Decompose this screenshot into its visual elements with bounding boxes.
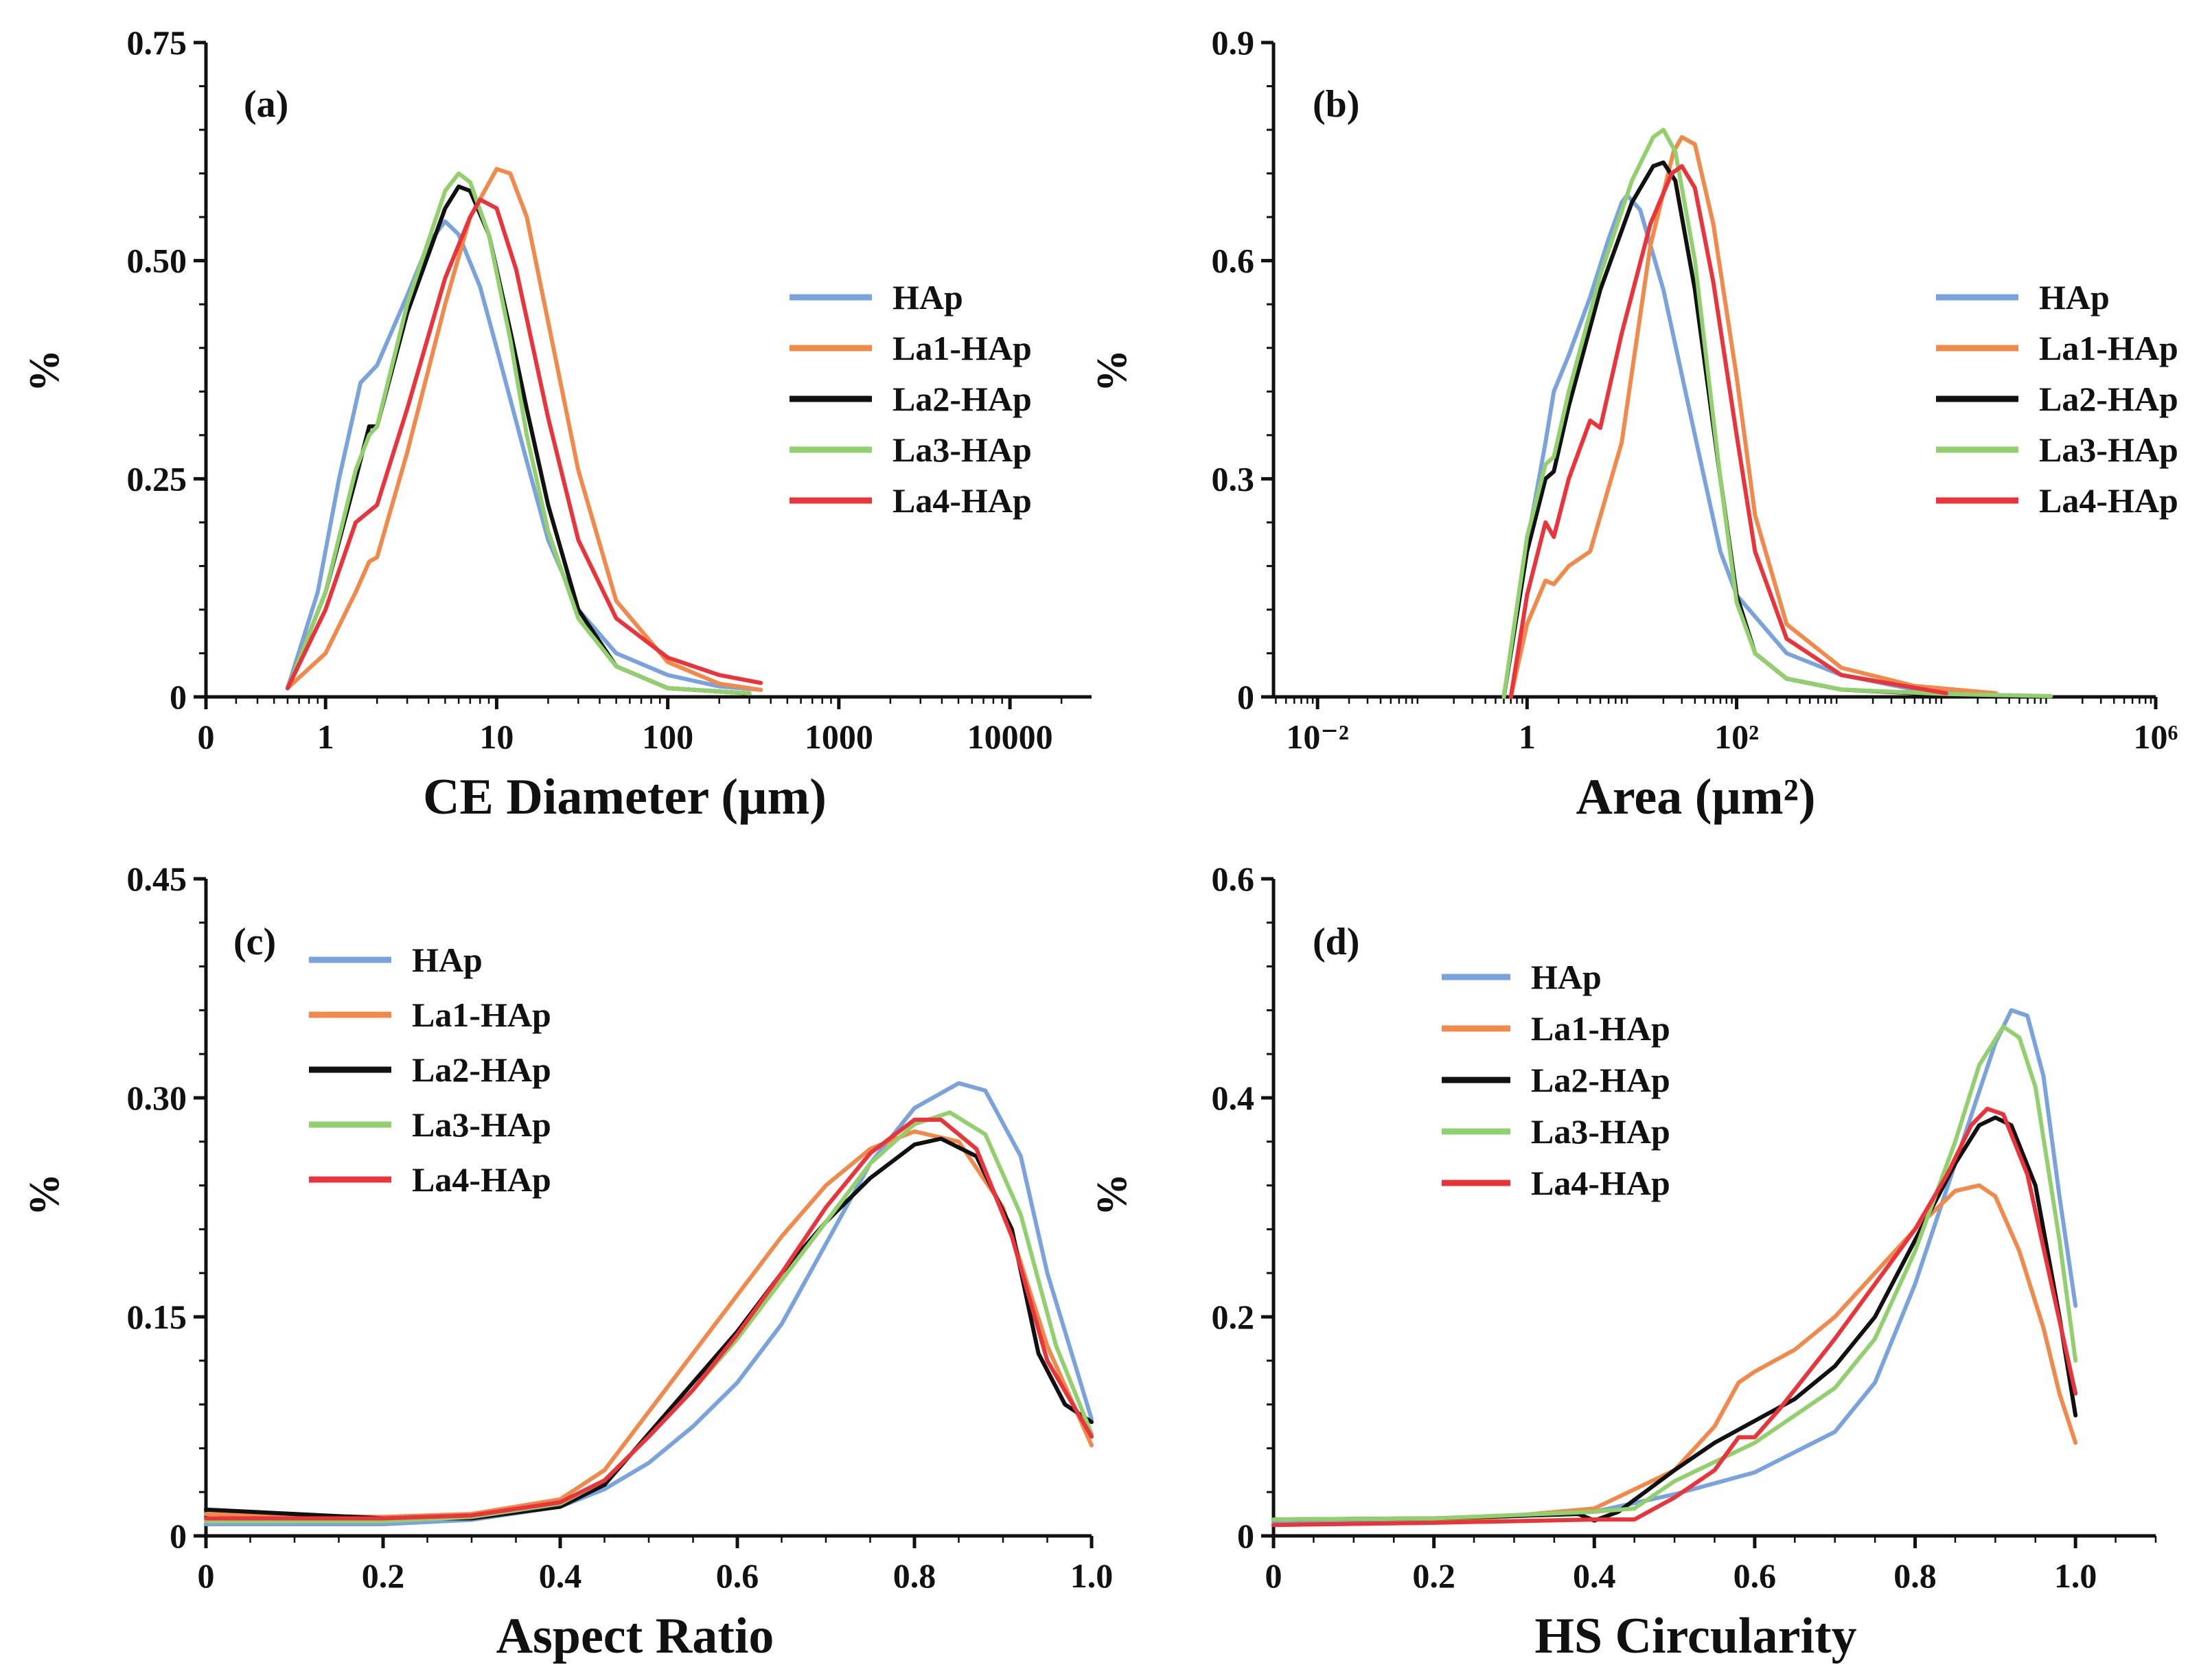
y-tick-label: 0.4 bbox=[1212, 1079, 1255, 1117]
x-tick-label: 0 bbox=[198, 1556, 215, 1595]
legend-label: La2-HAp bbox=[412, 1050, 551, 1089]
y-axis-title: % bbox=[1089, 1173, 1136, 1216]
y-tick-label: 0.50 bbox=[127, 242, 187, 280]
series-line-La4-HAp bbox=[1271, 1106, 2078, 1528]
legend-label: La4-HAp bbox=[2039, 481, 2178, 520]
panel-label: (b) bbox=[1313, 83, 1359, 126]
chart-panel-c: 0 0.15 0.30 0.45 0 0.2 0.4 0.6 0.8 1.0 Aspect Rati… bbox=[21, 860, 1113, 1664]
x-tick-label: 1 bbox=[1519, 717, 1536, 756]
series-line-La1-HAp bbox=[204, 1129, 1094, 1519]
chart-panel-d: 0 0.2 0.4 0.6 0 0.2 0.4 0.6 0.8 1.0 HS Circularity… bbox=[1089, 860, 2157, 1664]
y-axis-title: % bbox=[1089, 349, 1136, 392]
chart-panel-a: 0 0.25 0.50 0.75 0 1 10 100 1000 10000 CE Diameter… bbox=[21, 23, 1092, 825]
x-tick-label: 10² bbox=[1714, 717, 1759, 756]
x-axis-title: CE Diameter (µm) bbox=[423, 769, 827, 825]
x-tick-label: 0.4 bbox=[1573, 1556, 1616, 1595]
x-tick-label: 0.6 bbox=[1733, 1556, 1777, 1595]
x-tick-label: 1.0 bbox=[2054, 1556, 2097, 1595]
y-tick-label: 0.25 bbox=[127, 459, 187, 498]
x-tick-label: 0 bbox=[1265, 1556, 1282, 1595]
x-tick-label: 10000 bbox=[967, 717, 1053, 756]
legend-label: La3-HAp bbox=[892, 430, 1032, 469]
legend-label: HAp bbox=[1531, 958, 1602, 996]
x-tick-label: 1.0 bbox=[1070, 1556, 1114, 1595]
x-tick-label: 10⁶ bbox=[2134, 717, 2178, 756]
series-line-La1-HAp bbox=[1271, 1183, 2078, 1528]
legend-label: La4-HAp bbox=[412, 1160, 551, 1199]
panel-label: (d) bbox=[1313, 921, 1359, 963]
y-tick-label: 0.15 bbox=[127, 1298, 187, 1336]
series-line-La4-HAp bbox=[204, 1117, 1094, 1521]
series-line-HAp bbox=[285, 219, 763, 692]
series-line-La3-HAp bbox=[204, 1110, 1094, 1524]
y-tick-label: 0.3 bbox=[1212, 459, 1255, 498]
series-line-La3-HAp bbox=[1501, 128, 2053, 699]
y-tick-label: 0 bbox=[1237, 678, 1254, 716]
y-tick-label: 0.75 bbox=[127, 23, 187, 62]
legend-label: La3-HAp bbox=[412, 1105, 551, 1144]
x-tick-label: 0 bbox=[198, 717, 215, 756]
chart-panel-b: 0 0.3 0.6 0.9 10⁻² 1 10² 10⁶ Area (µm²)% (b) HAp La… bbox=[1089, 23, 2178, 825]
series-line-La4-HAp bbox=[1508, 164, 1948, 699]
y-tick-label: 0.30 bbox=[127, 1079, 187, 1117]
legend-label: La3-HAp bbox=[1531, 1112, 1670, 1151]
legend-label: La4-HAp bbox=[1531, 1164, 1670, 1202]
series-line-La1-HAp bbox=[285, 167, 763, 692]
legend-label: La4-HAp bbox=[892, 481, 1032, 520]
x-axis-title: Aspect Ratio bbox=[496, 1608, 774, 1664]
x-tick-label: 100 bbox=[642, 717, 693, 756]
legend-label: La1-HAp bbox=[1531, 1009, 1670, 1048]
x-tick-label: 10 bbox=[479, 717, 514, 756]
x-tick-label: 1000 bbox=[805, 717, 873, 756]
x-tick-label: 0.6 bbox=[716, 1556, 759, 1595]
series-line-La4-HAp bbox=[285, 197, 763, 691]
legend-label: HAp bbox=[892, 278, 963, 317]
x-tick-label: 0.8 bbox=[893, 1556, 936, 1595]
legend-label: La1-HAp bbox=[2039, 329, 2178, 367]
y-tick-label: 0.9 bbox=[1212, 23, 1255, 62]
y-tick-label: 0.45 bbox=[127, 860, 187, 898]
series-line-La2-HAp bbox=[1501, 160, 1948, 699]
legend-label: La1-HAp bbox=[412, 996, 551, 1034]
x-axis-title: HS Circularity bbox=[1534, 1608, 1856, 1664]
x-tick-label: 0.2 bbox=[1412, 1556, 1455, 1595]
y-axis-title: % bbox=[21, 1173, 68, 1216]
series-line-La1-HAp bbox=[1508, 135, 1998, 699]
legend-label: HAp bbox=[2039, 278, 2110, 317]
legend-label: HAp bbox=[412, 941, 483, 979]
legend-label: La2-HAp bbox=[1531, 1061, 1670, 1099]
panel-label: (c) bbox=[233, 921, 276, 963]
x-tick-label: 0.8 bbox=[1893, 1556, 1937, 1595]
y-tick-label: 0.6 bbox=[1212, 860, 1255, 898]
x-tick-label: 0.4 bbox=[539, 1556, 582, 1595]
series-line-La2-HAp bbox=[285, 184, 752, 696]
x-tick-label: 10⁻² bbox=[1286, 717, 1348, 756]
x-tick-label: 0.2 bbox=[362, 1556, 405, 1595]
x-tick-label: 1 bbox=[317, 717, 334, 756]
series-line-La2-HAp bbox=[1271, 1115, 2078, 1523]
series-line-La3-HAp bbox=[1271, 1024, 2078, 1522]
legend-label: La2-HAp bbox=[892, 380, 1032, 418]
legend-label: La1-HAp bbox=[892, 329, 1032, 367]
legend-label: La3-HAp bbox=[2039, 430, 2178, 469]
y-tick-label: 0.6 bbox=[1212, 242, 1255, 280]
panel-label: (a) bbox=[244, 83, 288, 126]
series-line-HAp bbox=[1501, 193, 1998, 699]
series-line-La3-HAp bbox=[285, 171, 752, 696]
y-tick-label: 0 bbox=[170, 1517, 187, 1555]
legend-label: La2-HAp bbox=[2039, 380, 2178, 418]
x-axis-title: Area (µm²) bbox=[1576, 769, 1815, 825]
y-tick-label: 0 bbox=[1237, 1517, 1254, 1555]
series-line-HAp bbox=[1271, 1008, 2078, 1525]
y-tick-label: 0.2 bbox=[1212, 1298, 1255, 1336]
y-axis-title: % bbox=[21, 349, 68, 392]
y-tick-label: 0 bbox=[170, 678, 187, 716]
